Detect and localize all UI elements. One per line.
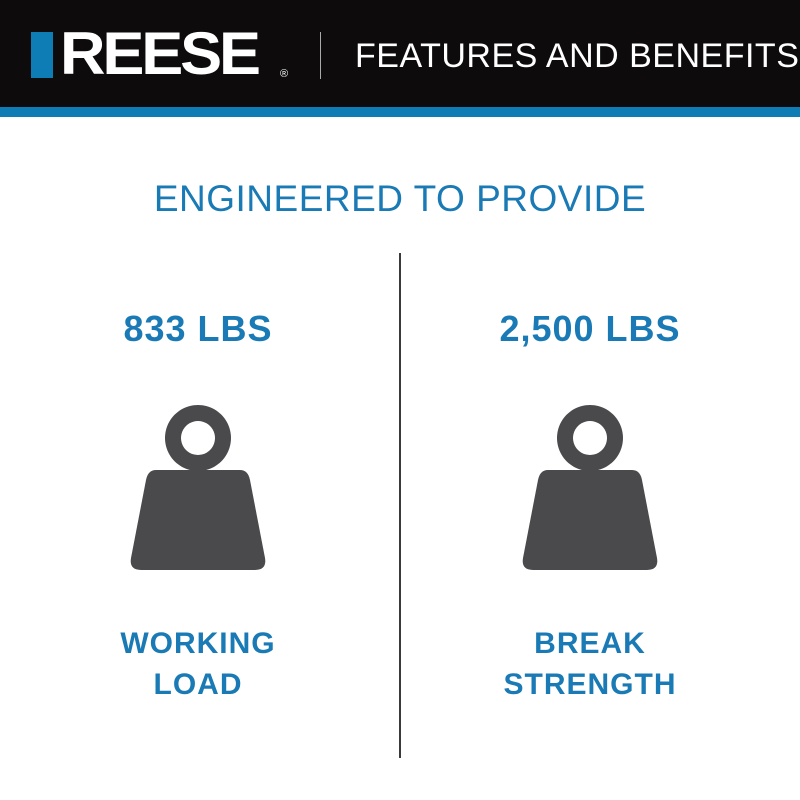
working-load-label: WORKING LOAD: [48, 623, 348, 705]
weight-icon: [130, 405, 266, 570]
label-line: STRENGTH: [503, 668, 677, 701]
header-divider: [320, 32, 321, 79]
column-divider: [399, 253, 401, 758]
working-load-value: 833 LBS: [123, 308, 273, 349]
label-line: WORKING: [120, 627, 276, 660]
label-line: BREAK: [534, 627, 646, 660]
header-title: FEATURES AND BENEFITS: [355, 37, 800, 75]
accent-stripe: [0, 107, 800, 117]
logo-mark: [31, 32, 53, 78]
brand-logo: REESE: [60, 20, 261, 87]
subtitle: ENGINEERED TO PROVIDE: [153, 178, 647, 219]
weight-icon: [522, 405, 658, 570]
label-line: LOAD: [153, 668, 243, 701]
header-banner: REESE ® FEATURES AND BENEFITS: [0, 0, 800, 107]
break-strength-label: BREAK STRENGTH: [440, 623, 740, 705]
registered-mark: ®: [280, 68, 289, 80]
break-strength-value: 2,500 LBS: [499, 308, 681, 349]
